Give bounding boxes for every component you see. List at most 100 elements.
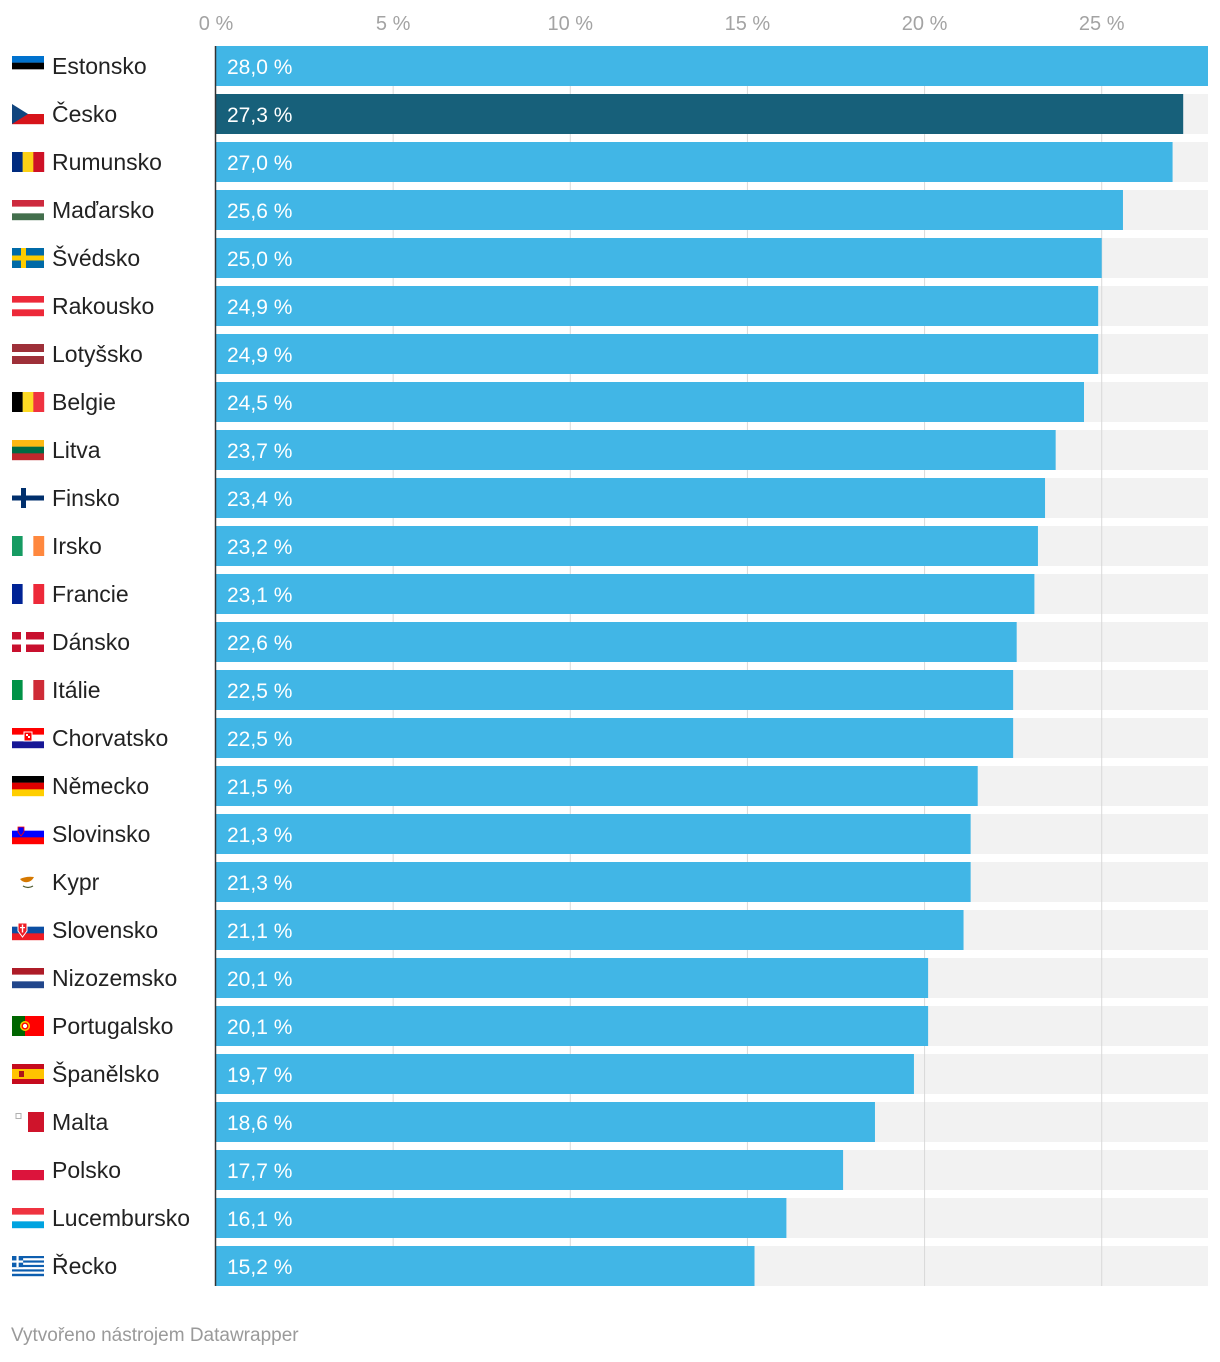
value-label: 19,7 % <box>227 1064 292 1087</box>
flag-at-icon <box>12 296 44 317</box>
value-label: 23,2 % <box>227 536 292 559</box>
flag-be-icon <box>12 392 45 412</box>
bar <box>216 814 971 854</box>
bar <box>216 1198 787 1238</box>
bar <box>216 766 978 806</box>
flag-ee-icon <box>12 56 44 77</box>
bar <box>216 574 1035 614</box>
value-label: 20,1 % <box>227 968 292 991</box>
value-label: 27,0 % <box>227 152 292 175</box>
country-label: Německo <box>52 773 149 799</box>
flag-ie-icon <box>12 536 45 556</box>
bar <box>216 382 1084 422</box>
value-label: 15,2 % <box>227 1256 292 1279</box>
value-label: 21,1 % <box>227 920 292 943</box>
flag-dk-icon <box>12 632 44 652</box>
bar <box>216 430 1056 470</box>
flag-hr-icon <box>12 728 44 749</box>
country-label: Litva <box>52 437 101 463</box>
bar <box>216 286 1099 326</box>
country-label: Finsko <box>52 485 120 511</box>
flag-it-icon <box>12 680 45 700</box>
flag-lv-icon <box>12 344 44 364</box>
bar <box>216 94 1184 134</box>
country-label: Česko <box>52 100 117 127</box>
country-label: Malta <box>52 1109 108 1135</box>
country-label: Slovinsko <box>52 821 150 847</box>
flag-sk-icon <box>12 920 44 941</box>
bar <box>216 622 1017 662</box>
country-label: Portugalsko <box>52 1013 173 1039</box>
bar <box>216 1102 875 1142</box>
x-tick-label: 0 % <box>199 13 234 35</box>
country-label: Maďarsko <box>52 197 154 223</box>
country-label: Slovensko <box>52 917 158 943</box>
value-label: 17,7 % <box>227 1160 292 1183</box>
value-label: 21,5 % <box>227 776 292 799</box>
country-label: Lucembursko <box>52 1205 190 1231</box>
bar <box>216 910 964 950</box>
x-tick-label: 25 % <box>1079 13 1125 35</box>
value-label: 23,1 % <box>227 584 292 607</box>
bar <box>216 1054 914 1094</box>
flag-cy-icon <box>12 872 44 892</box>
value-label: 24,9 % <box>227 344 292 367</box>
country-label: Nizozemsko <box>52 965 177 991</box>
bar <box>216 478 1046 518</box>
flag-ro-icon <box>12 152 45 172</box>
bar <box>216 1246 755 1286</box>
flag-nl-icon <box>12 968 44 989</box>
footer-credit[interactable]: Vytvořeno nástrojem Datawrapper <box>11 1325 299 1346</box>
value-label: 18,6 % <box>227 1112 292 1135</box>
bar <box>216 334 1099 374</box>
flag-mt-icon <box>12 1112 44 1132</box>
country-label: Francie <box>52 581 129 607</box>
bar <box>216 718 1014 758</box>
flag-hu-icon <box>12 200 44 221</box>
value-label: 24,9 % <box>227 296 292 319</box>
flag-fi-icon <box>12 488 44 508</box>
bar <box>216 526 1038 566</box>
flag-de-icon <box>12 776 44 797</box>
country-label: Lotyšsko <box>52 341 143 367</box>
bar <box>216 142 1173 182</box>
country-label: Švédsko <box>52 244 140 271</box>
x-tick-label: 10 % <box>547 13 593 35</box>
value-label: 23,7 % <box>227 440 292 463</box>
flag-pl-icon <box>12 1160 44 1181</box>
country-label: Belgie <box>52 389 116 415</box>
flag-si-icon <box>12 824 44 845</box>
value-label: 21,3 % <box>227 872 292 895</box>
bar <box>216 238 1102 278</box>
value-label: 24,5 % <box>227 392 292 415</box>
bar <box>216 862 971 902</box>
flag-gr-icon <box>12 1256 44 1277</box>
flag-cz-icon <box>12 104 44 125</box>
country-label: Rakousko <box>52 293 154 319</box>
bar <box>216 1006 929 1046</box>
value-label: 25,6 % <box>227 200 292 223</box>
bar-chart: 0 % 5 % 10 % 15 % 20 % 25 % 28,0 % 27,3 % 27,0 %… <box>12 13 1208 1286</box>
country-label: Kypr <box>52 869 100 895</box>
country-label: Polsko <box>52 1157 121 1183</box>
country-label: Estonsko <box>52 53 147 79</box>
flag-fr-icon <box>12 584 45 604</box>
bar <box>216 958 929 998</box>
bar <box>216 670 1014 710</box>
country-label: Rumunsko <box>52 149 162 175</box>
value-label: 22,6 % <box>227 632 292 655</box>
bar <box>216 190 1123 230</box>
country-label: Chorvatsko <box>52 725 168 751</box>
flag-pt-icon <box>12 1016 44 1036</box>
x-tick-label: 20 % <box>902 13 948 35</box>
flag-es-icon <box>12 1064 44 1084</box>
country-label: Dánsko <box>52 629 130 655</box>
country-label: Řecko <box>52 1253 117 1279</box>
value-label: 20,1 % <box>227 1016 292 1039</box>
value-label: 22,5 % <box>227 728 292 751</box>
value-label: 22,5 % <box>227 680 292 703</box>
value-label: 21,3 % <box>227 824 292 847</box>
value-label: 25,0 % <box>227 248 292 271</box>
flag-lt-icon <box>12 440 44 461</box>
country-label: Španělsko <box>52 1060 159 1087</box>
